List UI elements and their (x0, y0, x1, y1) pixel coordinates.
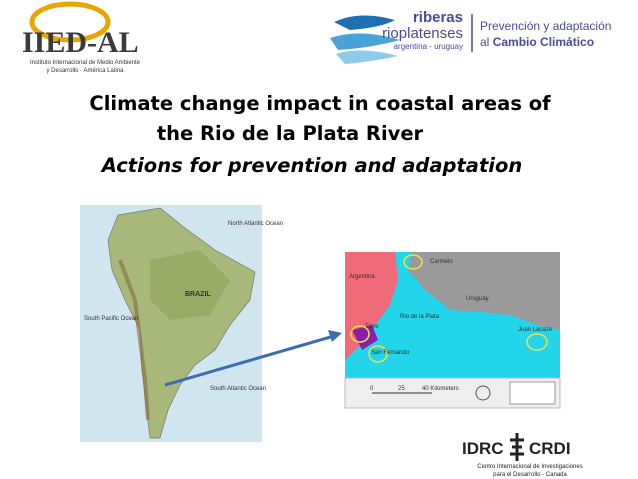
map-logo (509, 381, 556, 405)
riberas-logo: riberas rioplatenses argentina - uruguay… (330, 9, 611, 64)
title-line: Climate change impact in coastal areas o… (89, 92, 551, 115)
logo-text: IDRC (462, 439, 504, 458)
map-label: Uruguay (466, 296, 489, 302)
logo-wave (336, 50, 398, 64)
logo-symbol (510, 433, 524, 461)
logo-wave (330, 33, 400, 50)
continent-map: North Atlantic Ocean BRAZIL South Pacifi… (80, 205, 283, 442)
logo-text: argentina - uruguay (394, 42, 463, 51)
map-label: South Pacific Ocean (84, 316, 138, 322)
logo-tagline-bold: Cambio Climático (493, 35, 594, 49)
tigre-area (352, 325, 378, 350)
logo-swirl (29, 1, 111, 43)
highlight (368, 345, 388, 363)
scale-label: 40 Kilometers (422, 386, 459, 392)
brazil-region (150, 250, 230, 320)
scale-label: 0 (370, 386, 374, 392)
logo-tagline-prefix: al (480, 35, 489, 49)
logo-text: riberas (413, 9, 463, 26)
logo-subtitle: Centro Internacional de Investigaciones (477, 464, 582, 470)
andes (118, 259, 150, 421)
uruguay (408, 252, 560, 330)
arrow (164, 334, 335, 387)
logo-text: CRDI (529, 439, 571, 458)
map-label: Tigre (365, 324, 379, 330)
compass (475, 385, 491, 401)
map-label: South Atlantic Ocean (210, 386, 266, 392)
scale-label: 25 (398, 386, 405, 392)
logo-tagline: al Cambio Climático (480, 35, 594, 49)
logo-name: IIED-AL (22, 26, 139, 59)
iied-logo: IIED-AL Instituto Internacional de Medio… (22, 1, 141, 74)
map-label: San Fernando (371, 350, 410, 356)
title-line: the Rio de la Plata River (157, 122, 424, 145)
detail-map: Carmelo Argentina Uruguay Rio de la Plat… (344, 252, 561, 409)
map-label: Rio de la Plata (400, 314, 440, 320)
idrc-logo: IDRC CRDI Centro Internacional de Invest… (462, 433, 583, 478)
logo-subtitle: Instituto Internacional de Medio Ambient… (30, 60, 141, 66)
logo-subtitle: y Desarrollo - América Latina (46, 68, 124, 74)
map-label: Carmelo (430, 259, 453, 265)
highlight (526, 333, 548, 351)
map-label: Argentina (349, 274, 375, 280)
map-label: North Atlantic Ocean (228, 221, 283, 227)
title-line: Actions for prevention and adaptation (100, 154, 523, 177)
arrow-head (328, 330, 342, 342)
logo-wave (334, 15, 395, 30)
map-label: Juan Lacaze (518, 327, 553, 333)
logo-subtitle: para el Desarrollo - Canada (493, 472, 567, 478)
logo-text: rioplatenses (382, 25, 463, 42)
map-label: BRAZIL (185, 291, 211, 298)
logo-tagline: Prevención y adaptación (480, 19, 611, 33)
highlight (350, 325, 370, 343)
highlight (403, 254, 423, 270)
